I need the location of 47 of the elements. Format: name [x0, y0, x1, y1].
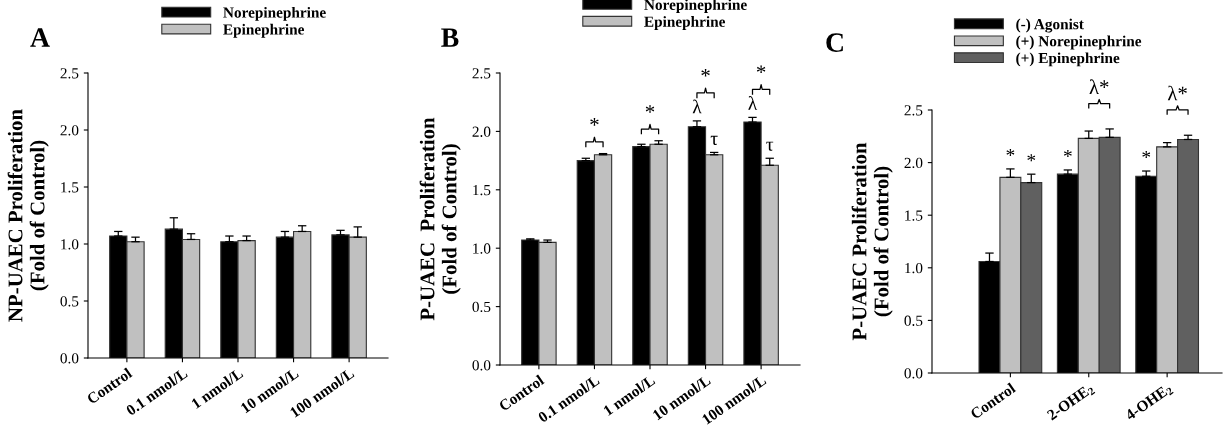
- y-tick-label: 2.0: [904, 157, 923, 169]
- chart-title: B: [441, 28, 459, 47]
- y-tick-label: 2.5: [472, 68, 491, 79]
- data-label: λ: [748, 96, 758, 110]
- y-tick-label: 1.0: [61, 239, 79, 250]
- y-tick-label: 0.0: [904, 368, 923, 379]
- data-label: *: [1027, 154, 1036, 162]
- legend-label: (-) Agonist: [1016, 18, 1084, 33]
- y-tick-label: 0.5: [904, 315, 923, 326]
- y-tick-label: 2.5: [904, 105, 923, 116]
- data-label: τ: [766, 141, 774, 151]
- x-tick-label: 4-OHE$_{2}$: [1124, 382, 1174, 423]
- data-label: *: [1063, 149, 1072, 158]
- chart-title: A: [30, 28, 50, 47]
- legend-label: Epinephrine: [644, 16, 726, 30]
- y-axis-title: P-UAEC Proliferation (Fold of Control): [419, 117, 461, 321]
- y-tick-label: 1.5: [473, 185, 491, 196]
- data-label: *: [1142, 150, 1151, 159]
- annotation: *: [590, 117, 599, 126]
- data-label: λ: [692, 99, 702, 114]
- y-tick-label: 0.0: [472, 360, 491, 371]
- y-axis-title: P-UAEC Proliferation (Fold of Control): [851, 142, 893, 341]
- y-tick-label: 0.5: [60, 296, 79, 307]
- text: λ*: [1089, 79, 1109, 94]
- y-tick-label: 1.0: [905, 262, 923, 274]
- chart-title: C: [826, 33, 843, 52]
- y-tick-label: 0.5: [472, 301, 491, 313]
- data-label: *: [1006, 148, 1015, 157]
- annotation: *: [701, 68, 710, 77]
- annotation: *: [645, 105, 655, 113]
- legend-label: Norepinephrine: [644, 0, 747, 14]
- x-tick-label: 2-OHE$_{2}$: [1046, 382, 1096, 423]
- y-tick-label: 2.0: [60, 125, 79, 136]
- annotation: *: [756, 65, 766, 74]
- y-axis-title: NP-UAEC Proliferation (Fold of Control): [7, 109, 49, 322]
- text: λ*: [1167, 85, 1187, 101]
- y-tick-label: 2.0: [472, 126, 491, 137]
- legend-label: Norepinephrine: [223, 6, 326, 21]
- y-tick-label: 0.0: [60, 353, 79, 364]
- legend-label: (+) Norepinephrine: [1016, 35, 1142, 50]
- legend-label: Epinephrine: [223, 23, 305, 38]
- y-tick-label: 1.5: [61, 182, 79, 193]
- y-tick-label: 2.5: [60, 68, 79, 79]
- data-label: τ: [710, 135, 718, 145]
- y-tick-label: 1.0: [473, 243, 491, 254]
- legend-label: (+) Epinephrine: [1016, 52, 1120, 67]
- y-tick-label: 1.5: [905, 210, 923, 221]
